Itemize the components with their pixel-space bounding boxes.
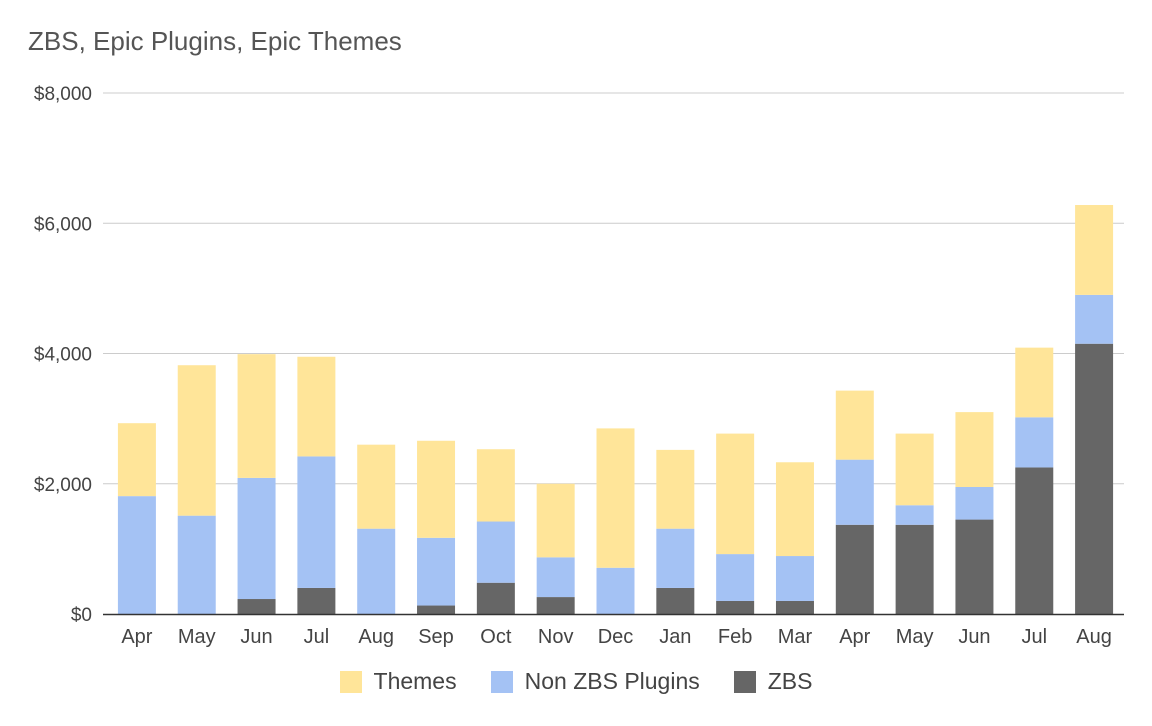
legend-item-zbs: ZBS [733,668,813,695]
legend-label: Themes [373,668,457,694]
bar-themes [117,423,156,497]
bar-themes [955,412,994,488]
bar-zbs [895,524,934,614]
x-tick-label: Apr [121,626,152,648]
bar-themes [596,428,635,568]
bar-zbs [536,597,575,614]
bar-zbs [775,600,814,614]
bar-zbs [1015,467,1054,614]
bar-non-zbs-plugins [536,557,575,598]
legend-item-themes: Themes [339,668,457,695]
x-tick-label: Jul [304,626,330,648]
bar-themes [835,390,874,460]
bar-non-zbs-plugins [237,477,276,600]
bar-zbs [1075,343,1114,614]
x-tick-label: May [896,626,934,648]
bar-non-zbs-plugins [955,487,994,520]
x-tick-label: Sep [418,626,454,648]
y-tick-label: $0 [71,605,92,626]
x-tick-label: Jun [240,626,272,648]
x-tick-label: Jul [1021,626,1047,648]
bar-non-zbs-plugins [1075,294,1114,344]
bar-themes [656,449,695,529]
bar-non-zbs-plugins [117,496,156,614]
bar-themes [177,365,216,516]
bar-non-zbs-plugins [417,537,456,606]
bar-non-zbs-plugins [596,567,635,614]
y-tick-label: $2,000 [34,475,92,496]
bar-themes [297,356,336,457]
bar-non-zbs-plugins [895,505,934,525]
bar-zbs [476,582,515,614]
legend-label: ZBS [767,668,813,694]
x-tick-label: Nov [538,626,574,648]
x-tick-label: Mar [778,626,813,648]
x-tick-label: Apr [839,626,870,648]
legend-swatch [733,670,756,693]
bar-non-zbs-plugins [656,528,695,588]
bar-themes [716,433,755,555]
legend: Themes Non ZBS Plugins ZBS [0,668,1152,695]
bar-non-zbs-plugins [297,456,336,588]
bar-themes [536,483,575,558]
bar-non-zbs-plugins [716,554,755,601]
y-axis-ticks: $0 $2,000 $4,000 $6,000 $8,000 [34,84,92,626]
legend-label: Non ZBS Plugins [524,668,700,694]
bar-themes [895,433,934,506]
bar-themes [417,440,456,538]
x-axis-ticks: Apr May Jun Jul Aug Sep Oct Nov Dec Jan Feb Mar Apr M… [121,626,1112,648]
bar-themes [357,444,396,529]
x-tick-label: Aug [1076,626,1112,648]
bar-themes [476,449,515,522]
x-tick-label: May [178,626,216,648]
bar-zbs [297,587,336,614]
x-tick-label: Dec [598,626,634,648]
y-tick-label: $8,000 [34,84,92,105]
bar-zbs [716,600,755,614]
bar-zbs [237,599,276,614]
bar-non-zbs-plugins [775,556,814,601]
x-tick-label: Oct [480,626,512,648]
bar-non-zbs-plugins [177,515,216,614]
bar-zbs [417,605,456,614]
legend-swatch [490,670,513,693]
x-tick-label: Jan [659,626,691,648]
legend-item-non-zbs-plugins: Non ZBS Plugins [490,668,700,695]
bar-themes [1015,347,1054,418]
bars [117,205,1114,614]
bar-themes [237,354,276,478]
y-tick-label: $6,000 [34,214,92,235]
bar-zbs [955,519,994,614]
bar-non-zbs-plugins [476,521,515,583]
x-tick-label: Feb [718,626,752,648]
legend-swatch [339,670,362,693]
bar-non-zbs-plugins [835,459,874,525]
bar-themes [775,462,814,557]
x-tick-label: Jun [958,626,990,648]
bar-non-zbs-plugins [1015,417,1054,468]
bar-zbs [835,524,874,614]
y-tick-label: $4,000 [34,345,92,366]
bar-non-zbs-plugins [357,528,396,614]
bar-themes [1075,205,1114,295]
chart-title: ZBS, Epic Plugins, Epic Themes [28,26,402,56]
x-tick-label: Aug [358,626,394,648]
bar-zbs [656,587,695,614]
